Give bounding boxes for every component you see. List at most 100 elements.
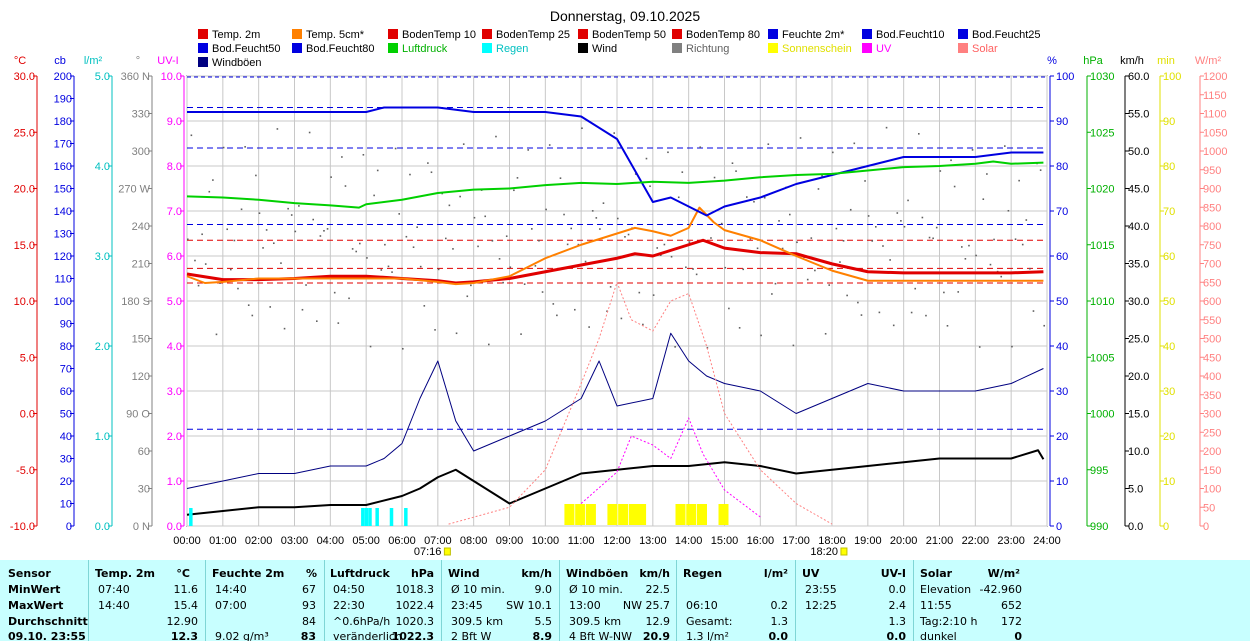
direction-point <box>434 329 436 331</box>
direction-point <box>1029 267 1031 270</box>
direction-point <box>369 345 372 348</box>
direction-point <box>384 243 386 246</box>
sunshine-bar <box>618 504 629 525</box>
direction-point <box>1032 310 1035 312</box>
y-tick-label: 45.0 <box>1128 184 1149 196</box>
table-cell-note: 14:40 <box>98 599 130 612</box>
direction-point <box>344 185 347 187</box>
table-column-separator <box>324 560 325 641</box>
direction-point <box>294 230 297 233</box>
table-cell-value: 12.9 <box>645 615 671 628</box>
direction-point <box>634 173 637 175</box>
direction-point <box>842 240 845 242</box>
direction-point <box>387 265 390 268</box>
rain-bar <box>404 508 408 526</box>
direction-point <box>882 245 884 247</box>
direction-point <box>312 218 315 221</box>
direction-point <box>774 282 777 285</box>
legend-label: Luftdruck <box>402 43 448 55</box>
x-tick-label: 08:00 <box>460 535 488 547</box>
direction-point <box>806 278 809 281</box>
y-tick-label: 20.0 <box>1128 371 1149 383</box>
x-tick-label: 10:00 <box>532 535 560 547</box>
table-cell-value: 172 <box>1001 615 1022 628</box>
table-header-unit: °C <box>176 567 190 580</box>
direction-point <box>663 243 666 246</box>
y-tick-label: 30.0 <box>1128 296 1149 308</box>
direction-point <box>538 239 540 242</box>
direction-point <box>423 305 426 307</box>
direction-point <box>255 174 257 177</box>
direction-point <box>283 327 286 330</box>
legend-label: Feuchte 2m* <box>782 29 845 41</box>
direction-point <box>240 208 243 211</box>
table-cell-value: 0.2 <box>770 599 789 612</box>
direction-point <box>341 156 343 158</box>
y-tick-label: 15.0 <box>1128 409 1149 421</box>
series-line <box>186 238 1044 285</box>
series-line <box>186 332 1044 489</box>
axis-unit-label: cb <box>54 55 66 67</box>
y-tick-label: 0.0 <box>1128 521 1143 533</box>
direction-point <box>860 314 863 316</box>
table-cell-value: 0.0 <box>888 583 907 596</box>
y-tick-label: 0.0 <box>20 409 35 421</box>
y-tick-label: 50 <box>1056 296 1068 308</box>
table-column-separator <box>441 560 442 641</box>
y-tick-label: 40 <box>1056 341 1068 353</box>
y-tick-label: 700 <box>1203 259 1221 271</box>
direction-point <box>287 207 289 210</box>
sunrise-marker <box>443 547 451 556</box>
direction-point <box>588 326 590 328</box>
direction-point <box>685 266 687 269</box>
direction-point <box>534 265 537 267</box>
direction-point <box>545 208 547 211</box>
table-cell-value: 1022.4 <box>395 599 435 612</box>
y-tick-label: 995 <box>1090 465 1108 477</box>
legend-swatch <box>388 43 398 53</box>
direction-point <box>473 216 476 219</box>
y-tick-label: 6.0 <box>167 251 182 263</box>
direction-point <box>477 245 479 248</box>
direction-point <box>660 254 662 256</box>
series-line <box>186 206 1044 286</box>
y-tick-label: 30 <box>138 484 150 496</box>
y-tick-label: 110 <box>54 274 72 286</box>
y-tick-label: 3.0 <box>167 386 182 398</box>
sunshine-bar <box>636 504 647 525</box>
sunshine-bar <box>697 504 707 525</box>
direction-point <box>455 332 458 335</box>
table-cell-note: Ø 10 min. <box>569 583 623 596</box>
direction-point <box>376 169 379 172</box>
direction-point <box>509 266 512 269</box>
y-tick-label: 5.0 <box>95 71 110 83</box>
table-cell-value: 84 <box>302 615 316 628</box>
y-tick-label: 100 <box>54 296 72 308</box>
y-tick-label: 1.0 <box>167 476 182 488</box>
direction-point <box>677 196 680 199</box>
direction-point <box>821 174 823 177</box>
x-tick-label: 00:00 <box>173 535 201 547</box>
y-tick-label: 1.0 <box>95 431 110 443</box>
direction-point <box>333 291 336 294</box>
direction-point <box>495 135 497 138</box>
direction-point <box>921 216 924 219</box>
y-tick-label: 140 <box>54 206 72 218</box>
y-tick-label: 1005 <box>1090 352 1114 364</box>
direction-point <box>993 238 995 241</box>
legend-swatch <box>198 57 208 67</box>
direction-point <box>710 237 712 239</box>
direction-point <box>606 310 608 313</box>
direction-point <box>749 238 752 240</box>
rain-bar <box>375 508 379 526</box>
table-cell-note: 1.3 l/m² <box>686 630 729 641</box>
table-cell-note: 4 Bft W-NW <box>569 630 633 641</box>
y-tick-label: 70 <box>1163 206 1175 218</box>
y-tick-label: 1030 <box>1090 71 1114 83</box>
y-tick-label: 300 <box>132 146 150 158</box>
y-tick-label: 80 <box>60 341 72 353</box>
table-column-separator <box>913 560 914 641</box>
y-tick-label: 250 <box>1203 427 1221 439</box>
y-tick-label: 5.0 <box>1128 484 1143 496</box>
table-cell-note: 2 Bft W <box>451 630 492 641</box>
